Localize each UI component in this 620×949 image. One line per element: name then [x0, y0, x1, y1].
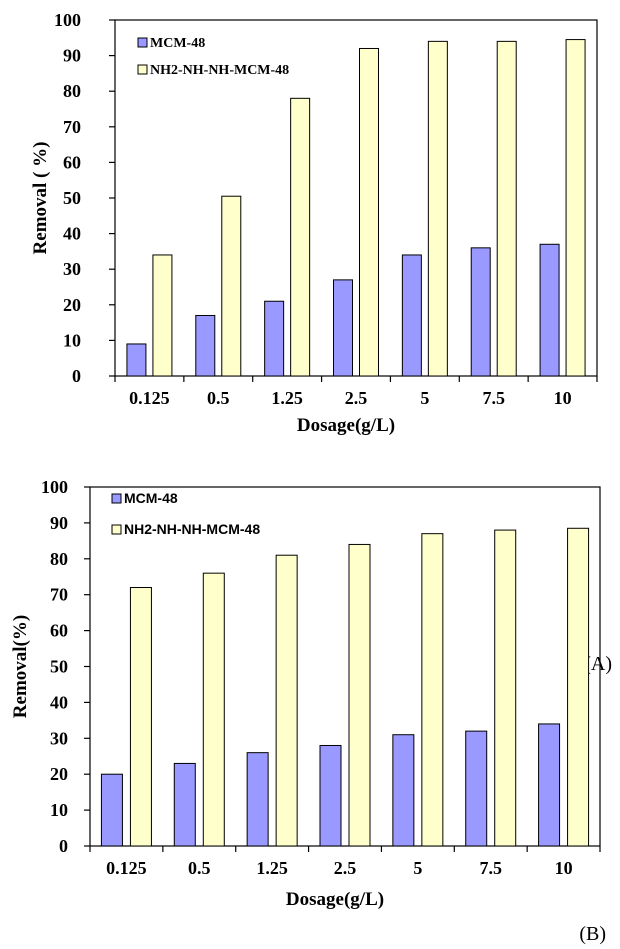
y-tick-label: 50: [63, 188, 81, 208]
x-tick-label: 7.5: [479, 858, 502, 878]
y-tick-label: 0: [59, 836, 68, 856]
x-tick-label: 2.5: [334, 858, 357, 878]
bar-mcm-48: [539, 243, 560, 377]
y-tick-label: 60: [50, 621, 68, 641]
bar-nh2-nh-nh-mcm-48: [421, 533, 444, 847]
bar-nh2-nh-nh-mcm-48: [290, 97, 311, 377]
x-tick-label: 10: [555, 858, 573, 878]
legend-label: MCM-48: [150, 36, 205, 51]
y-tick-label: 80: [63, 81, 81, 101]
bar-mcm-48: [470, 247, 491, 377]
bar-nh2-nh-nh-mcm-48: [202, 572, 225, 847]
y-tick-label: 40: [50, 692, 68, 712]
bar-nh2-nh-nh-mcm-48: [427, 40, 448, 377]
bar-mcm-48: [401, 254, 422, 377]
x-tick-label: 2.5: [345, 388, 368, 408]
x-tick-label: 0.5: [207, 388, 230, 408]
x-tick-label: 0.5: [188, 858, 211, 878]
x-tick-label: 10: [554, 388, 572, 408]
x-axis-title: Dosage(g/L): [297, 415, 395, 436]
legend-swatch: [111, 493, 122, 504]
bar-mcm-48: [126, 343, 147, 377]
legend-swatch: [137, 64, 148, 75]
x-tick-label: 1.25: [271, 388, 303, 408]
x-axis-title: Dosage(g/L): [286, 889, 384, 910]
y-tick-label: 90: [63, 46, 81, 66]
x-tick-label: 1.25: [256, 858, 288, 878]
bar-mcm-48: [538, 723, 561, 847]
chart-panel-b: 0 10 20 30 40 50 60 70 80 90 100 0.125 0.5 1.25 2.5 5 7.…: [10, 477, 606, 945]
y-tick-label: 30: [50, 728, 68, 748]
y-tick-label: 40: [63, 224, 81, 244]
bar-mcm-48: [392, 734, 415, 847]
bar-mcm-48: [246, 752, 269, 847]
y-axis-title: Removal ( %): [30, 142, 51, 255]
panel-label: (A): [584, 653, 612, 675]
y-tick-label: 50: [50, 657, 68, 677]
x-tick-label: 0.125: [106, 858, 147, 878]
plot-frame: [89, 486, 601, 847]
bar-mcm-48: [100, 773, 123, 847]
bar-nh2-nh-nh-mcm-48: [129, 587, 152, 847]
y-tick-label: 10: [63, 330, 81, 350]
bar-nh2-nh-nh-mcm-48: [359, 47, 379, 377]
legend-swatch: [111, 524, 122, 535]
y-tick-label: 10: [50, 800, 68, 820]
x-tick-label: 5: [413, 858, 422, 878]
y-tick-label: 0: [72, 366, 81, 386]
bar-nh2-nh-nh-mcm-48: [221, 195, 242, 377]
y-tick-label: 100: [54, 10, 81, 30]
bar-nh2-nh-nh-mcm-48: [567, 527, 590, 847]
bar-nh2-nh-nh-mcm-48: [152, 254, 173, 377]
y-tick-label: 90: [50, 513, 68, 533]
bar-mcm-48: [264, 300, 285, 377]
bar-nh2-nh-nh-mcm-48: [494, 529, 517, 847]
bar-nh2-nh-nh-mcm-48: [496, 40, 517, 377]
x-tick-label: 0.125: [129, 388, 170, 408]
y-tick-label: 20: [50, 764, 68, 784]
y-tick-label: 60: [63, 152, 81, 172]
panel-label: (B): [579, 923, 606, 945]
legend-label: NH2-NH-NH-MCM-48: [150, 63, 289, 78]
bar-mcm-48: [195, 314, 216, 377]
legend-label: NH2-NH-NH-MCM-48: [124, 521, 260, 537]
y-tick-label: 70: [50, 585, 68, 605]
y-tick-label: 80: [50, 549, 68, 569]
y-tick-label: 20: [63, 295, 81, 315]
x-tick-label: 7.5: [482, 388, 505, 408]
bar-nh2-nh-nh-mcm-48: [348, 543, 371, 847]
y-axis-title: Removal(%): [10, 615, 31, 718]
y-tick-label: 30: [63, 259, 81, 279]
chart-panel-a: 0 10 20 30 40 50 60 70 80 90 100 0.125 0.5 1.25 2.5 5 7.…: [30, 10, 612, 675]
x-tick-label: 5: [420, 388, 429, 408]
bar-nh2-nh-nh-mcm-48: [565, 39, 586, 377]
bar-mcm-48: [333, 279, 353, 377]
bar-mcm-48: [319, 744, 342, 847]
bar-mcm-48: [173, 762, 196, 847]
bar-mcm-48: [465, 730, 488, 847]
legend-label: MCM-48: [124, 490, 178, 506]
legend-swatch: [137, 37, 148, 48]
bar-nh2-nh-nh-mcm-48: [275, 554, 298, 847]
y-tick-label: 70: [63, 117, 81, 137]
y-tick-label: 100: [41, 477, 68, 497]
